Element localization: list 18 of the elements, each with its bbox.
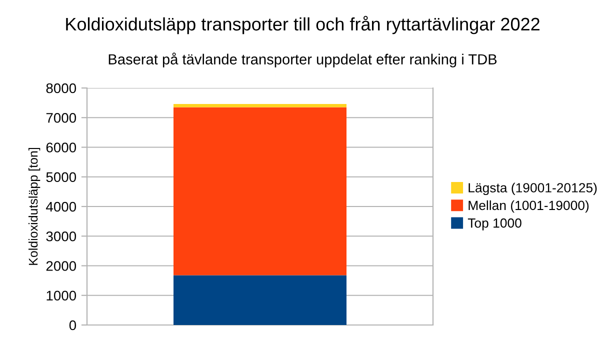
y-axis-title: Koldioxidutsläpp [ton]	[28, 148, 40, 265]
bar	[174, 104, 346, 108]
y-tick-label: 7000	[46, 112, 76, 123]
legend-label: Mellan (1001-19000)	[468, 200, 589, 213]
y-tick-label: 2000	[46, 261, 76, 271]
bar	[174, 107, 346, 276]
legend-label: Lägsta (19001-20125)	[468, 182, 597, 196]
y-tick-label: 1000	[46, 290, 76, 301]
y-tick-label: 3000	[46, 231, 76, 242]
y-tick-label: 8000	[46, 83, 76, 94]
chart-subtitle: Baserat på tävlande transporter uppdelat efter ranking i TDB	[108, 52, 497, 68]
y-tick-label: 4000	[46, 202, 76, 212]
y-tick-label: 6000	[46, 142, 76, 152]
chart-title: Koldioxidutsläpp transporter till och från ryttartävlingar 2022	[66, 16, 540, 34]
bar	[174, 275, 346, 325]
y-tick-label: 0	[69, 320, 76, 330]
legend-label: Top 1000	[468, 218, 522, 230]
y-tick-label: 5000	[46, 172, 76, 182]
